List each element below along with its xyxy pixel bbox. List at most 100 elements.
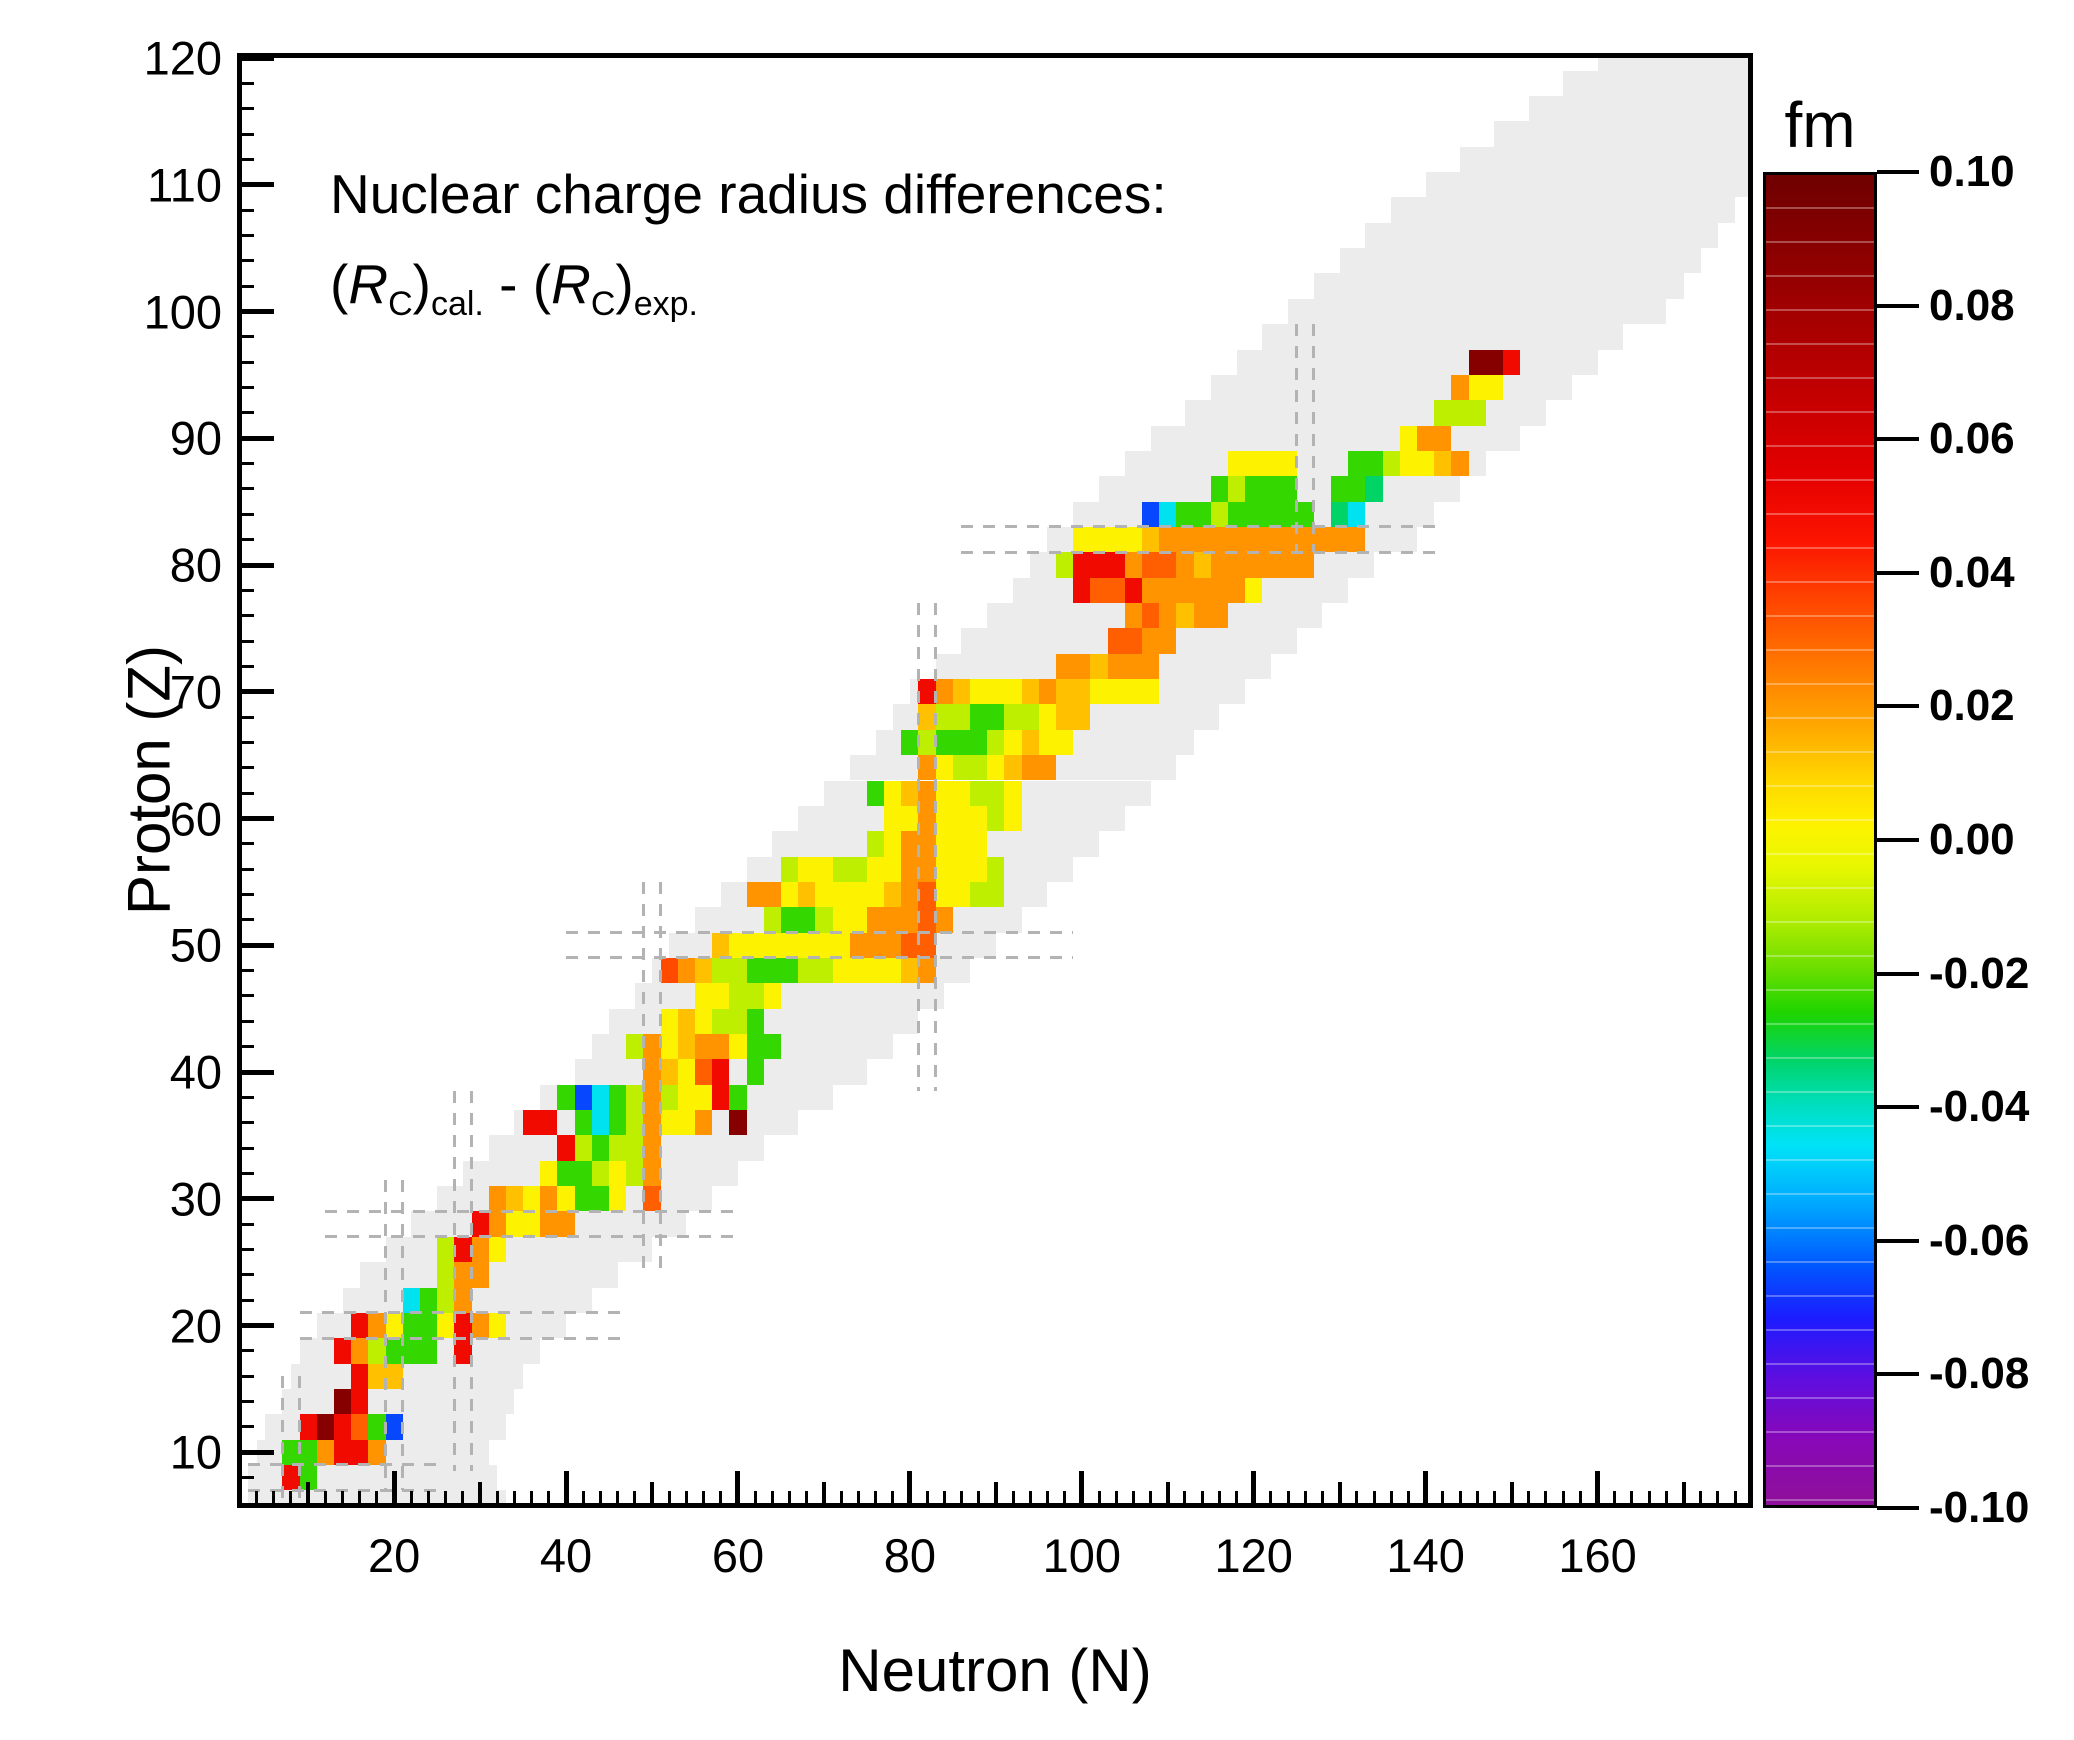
y-axis-tick	[242, 1045, 254, 1049]
nuclide-cell	[695, 957, 713, 984]
nuclide-cell	[746, 1059, 764, 1085]
x-tick-label: 100	[1042, 1529, 1122, 1582]
x-axis-tick	[1114, 1491, 1118, 1503]
colorbar-tick	[1877, 303, 1919, 308]
x-axis-tick	[1458, 1491, 1462, 1503]
calculated-band-row	[1210, 374, 1572, 401]
x-axis-tick	[1286, 1491, 1290, 1503]
nuclide-cell	[1004, 755, 1022, 781]
nuclide-cell	[1073, 577, 1091, 604]
y-tick-label: 50	[169, 918, 222, 972]
nuclide-cell	[1107, 628, 1125, 654]
x-axis-tick	[805, 1491, 809, 1503]
y-axis-tick	[242, 335, 254, 339]
magic-line-N126	[1295, 324, 1299, 553]
calculated-band-row	[1494, 121, 1748, 147]
calculated-band-row	[1563, 70, 1748, 97]
x-axis-tick	[1269, 1491, 1273, 1503]
nuclide-cell	[866, 881, 885, 908]
colorbar	[1763, 172, 1877, 1508]
nuclide-cell	[1348, 501, 1366, 527]
x-axis-tick	[1149, 1491, 1153, 1503]
paren-open: (	[330, 253, 349, 315]
nuclide-cell	[884, 932, 902, 958]
nuclide-cell	[299, 1414, 317, 1440]
y-axis-tick	[242, 1298, 254, 1302]
y-axis-tick	[242, 1146, 254, 1150]
y-axis-tick	[242, 233, 254, 237]
x-axis-tick	[788, 1491, 792, 1503]
nuclide-cell	[1227, 552, 1246, 578]
x-axis-tick	[1423, 1471, 1429, 1503]
subscript-cal: cal.	[430, 285, 484, 323]
paren-close: )	[412, 253, 431, 315]
nuclide-cell	[952, 780, 971, 806]
x-axis-tick	[1045, 1491, 1049, 1503]
x-axis-tick	[1028, 1491, 1032, 1503]
nuclide-cell	[1159, 526, 1177, 553]
y-axis-tick	[242, 994, 254, 998]
nuclide-cell	[849, 856, 867, 882]
nuclide-cell	[1279, 501, 1297, 527]
nuclide-cell	[849, 881, 867, 908]
nuclide-cell	[1159, 603, 1177, 629]
calculated-band-row	[1528, 96, 1748, 122]
nuclide-cell	[660, 1059, 678, 1085]
nuclide-cell	[643, 1034, 661, 1060]
nuclide-cell	[626, 1135, 644, 1161]
y-axis-tick	[242, 81, 254, 85]
nuclide-cell	[1056, 704, 1074, 730]
nuclide-cell	[987, 704, 1005, 730]
x-axis-tick	[702, 1491, 706, 1503]
colorbar-tick	[1877, 1372, 1919, 1377]
x-axis-tick	[1011, 1491, 1015, 1503]
y-axis-tick	[242, 538, 254, 542]
nuclide-cell	[1107, 653, 1125, 680]
x-axis-tick	[959, 1491, 963, 1503]
x-axis-tick	[633, 1491, 637, 1503]
nuclide-cell	[987, 856, 1005, 882]
y-axis-tick	[242, 715, 254, 719]
nuclide-cell	[987, 729, 1005, 756]
nuclide-cell	[1107, 577, 1125, 604]
x-tick-label: 140	[1386, 1529, 1465, 1582]
nuclide-cell	[832, 932, 850, 958]
nuclide-cell	[798, 907, 816, 933]
x-axis-tick	[1699, 1491, 1703, 1503]
nuclide-cell	[1245, 577, 1263, 604]
nuclide-cell	[677, 1008, 695, 1034]
x-axis-tick	[409, 1491, 413, 1503]
y-axis-tick	[242, 435, 274, 441]
nuclide-cell	[712, 957, 730, 984]
calculated-band-row	[1288, 298, 1667, 325]
magic-line-N126	[1312, 324, 1316, 553]
nuclide-cell	[866, 932, 885, 958]
nuclide-cell	[918, 881, 936, 908]
nuclide-cell	[1056, 729, 1074, 756]
y-axis-tick	[242, 1449, 274, 1455]
nuclide-cell	[763, 957, 781, 984]
nuclide-cell	[677, 1110, 695, 1136]
y-axis-tick	[242, 1222, 254, 1226]
nuclide-cell	[540, 1211, 558, 1237]
nuclide-cell	[1227, 450, 1246, 477]
y-tick-label: 90	[169, 411, 222, 465]
nuclide-cell	[1159, 577, 1177, 604]
nuclide-cell	[1279, 552, 1297, 578]
magic-line-N20	[401, 1179, 405, 1491]
nuclide-cell	[695, 1008, 713, 1034]
nuclide-cell	[884, 831, 902, 857]
nuclide-cell	[815, 907, 833, 933]
nuclide-cell	[970, 831, 988, 857]
y-axis-tick	[242, 1121, 254, 1125]
x-axis-tick	[1613, 1491, 1617, 1503]
nuclide-cell	[660, 1084, 678, 1111]
nuclide-cell	[419, 1312, 438, 1339]
nuclide-cell	[1434, 400, 1452, 426]
nuclide-cell	[351, 1414, 369, 1440]
nuclide-cell	[1141, 679, 1160, 705]
nuclide-cell	[385, 1363, 403, 1389]
nuclide-cell	[1245, 501, 1263, 527]
y-axis-tick	[242, 816, 274, 822]
